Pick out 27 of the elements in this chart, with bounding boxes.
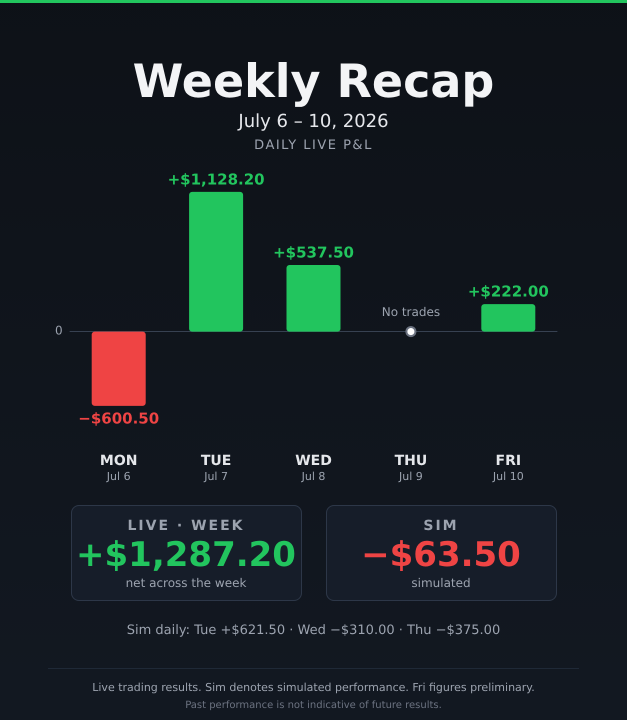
data-label: +$537.50 xyxy=(273,244,354,262)
text: Past performance is not indicative of future results. xyxy=(184,700,443,711)
chart-subtitle: July 6 – 10, 2026 xyxy=(236,111,390,132)
text: SIM xyxy=(422,518,460,534)
text: net across the week xyxy=(124,576,248,590)
text: Live trading results. Sim denotes simulated performance. Fri figures preliminary. xyxy=(91,681,536,694)
bar xyxy=(286,265,340,332)
annotation: No trades xyxy=(382,305,440,320)
x-tick-label: MON Jul 6 xyxy=(100,453,138,483)
data-label: +$222.00 xyxy=(468,282,549,301)
text: −$63.50 xyxy=(360,534,522,576)
bar xyxy=(481,304,536,332)
data-label: +$1,128.20 xyxy=(168,170,265,188)
x-tick-label: FRI Jul 10 xyxy=(492,453,524,483)
bar xyxy=(92,332,146,406)
text: LIVE · WEEK xyxy=(126,518,246,534)
text: +$1,287.20 xyxy=(75,534,297,576)
data-label: −$600.50 xyxy=(78,409,160,428)
text: DAILY LIVE P&L xyxy=(253,138,374,153)
chart-title: Weekly Recap xyxy=(132,53,496,109)
text: Sim daily: Tue +$621.50 · Wed −$310.00 · Thu −$375.00 xyxy=(126,623,502,638)
text: simulated xyxy=(410,576,472,590)
text: 0 xyxy=(55,324,63,338)
x-tick-label: THU Jul 9 xyxy=(394,453,428,483)
x-tick-label: WED Jul 8 xyxy=(295,453,332,483)
bar xyxy=(189,192,244,332)
x-tick-label: TUE Jul 7 xyxy=(200,453,232,483)
